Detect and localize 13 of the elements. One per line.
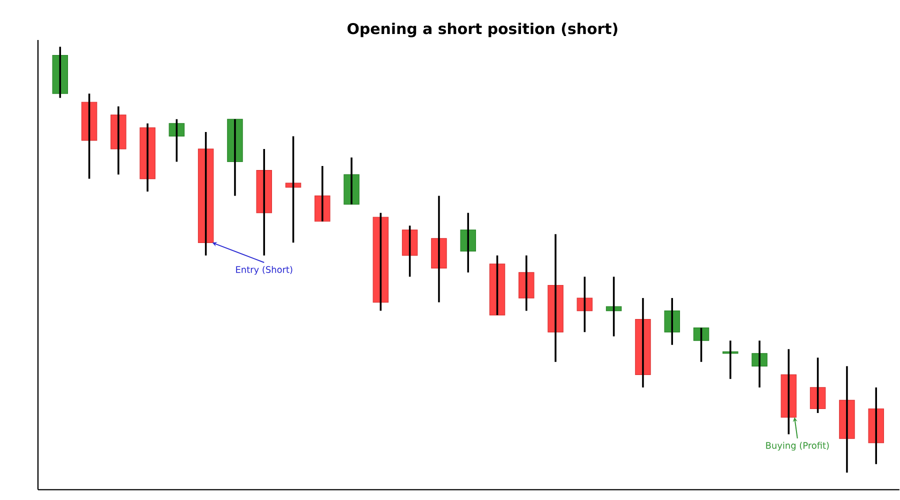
candlestick bbox=[693, 327, 710, 363]
annotation: Entry (Short) bbox=[236, 266, 292, 275]
candlestick bbox=[285, 135, 302, 244]
candlestick bbox=[110, 106, 126, 176]
candlestick bbox=[606, 276, 622, 338]
candlestick bbox=[576, 276, 593, 334]
candlestick bbox=[402, 224, 418, 278]
candlestick bbox=[752, 340, 768, 389]
candlestick bbox=[489, 254, 506, 316]
annotation: Buying (Profit) bbox=[766, 442, 829, 451]
candlestick bbox=[518, 254, 534, 312]
chart-title: Opening a short position (short) bbox=[348, 22, 618, 38]
candlestick bbox=[168, 118, 185, 163]
